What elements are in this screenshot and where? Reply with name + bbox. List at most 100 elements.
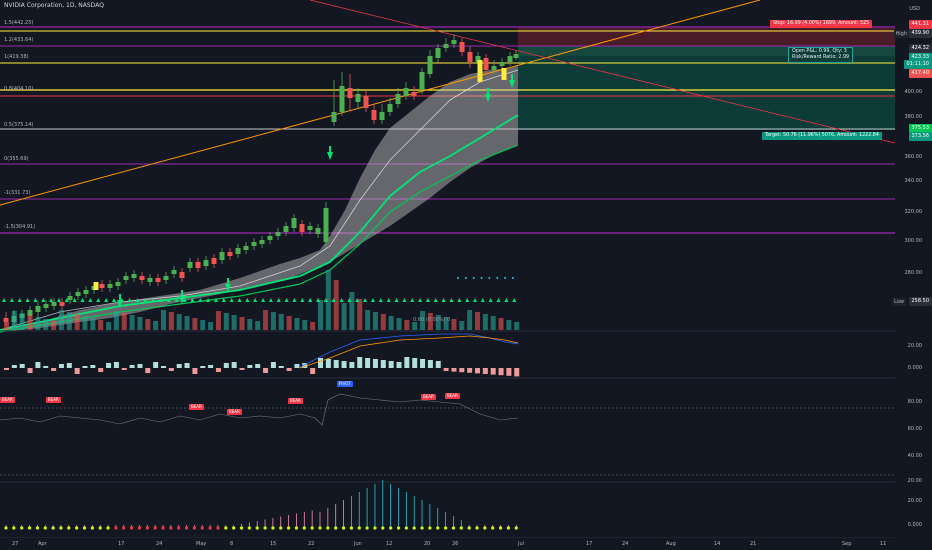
macd-tick: 20.00 (907, 343, 922, 349)
volume-bar (66, 312, 72, 330)
candle-body (427, 56, 433, 74)
stop-info-box[interactable]: Stop: 16.99 (4.00%) 1699, Amount: 525 (770, 20, 873, 28)
time-tick: 20 (424, 541, 431, 547)
volume-bar (35, 317, 41, 330)
volume-bar (333, 280, 339, 330)
trend-triangle (41, 298, 46, 302)
open-pnl-text: Open P&L: 0.99, Qty: 3 (792, 49, 847, 54)
candle-body (513, 54, 519, 58)
volume-bar (357, 299, 363, 330)
volume-bar (129, 315, 135, 330)
macd-bar (278, 366, 284, 368)
trend-triangle (221, 298, 226, 302)
candle-body (59, 302, 65, 306)
trend-triangle (363, 298, 368, 302)
candle-body (131, 274, 137, 278)
candle-body (139, 276, 145, 280)
rsi-tick: 80.00 (907, 399, 922, 405)
volume-bar (43, 319, 49, 330)
osc-dot (145, 526, 149, 530)
trend-triangle (237, 298, 242, 302)
volume-bar (380, 314, 386, 330)
volume-bar (372, 312, 378, 330)
target-info-box[interactable]: Target: 50.76 (11.96%) 5076, Amount: 122… (762, 132, 882, 140)
macd-bar (270, 362, 276, 368)
dot-marker (504, 277, 507, 279)
candle-body (475, 56, 481, 62)
candle-body (435, 48, 441, 58)
candle-body (491, 66, 497, 70)
trend-triangle (190, 298, 195, 302)
trend-triangle (480, 298, 485, 302)
volume-bar (58, 310, 64, 330)
pnl-info-box[interactable]: Open P&L: 0.99, Qty: 3 Risk/Reward Ratio… (788, 47, 854, 63)
osc-dot (357, 526, 361, 530)
osc-dot (98, 526, 102, 530)
osc-dot (287, 526, 291, 530)
candle-body (307, 226, 313, 230)
candle-body (211, 258, 217, 264)
osc-dot (192, 526, 196, 530)
time-tick: 14 (714, 541, 721, 547)
volume-bar (388, 316, 394, 330)
osc-tick: 20.00 (907, 498, 922, 504)
candle-body (371, 110, 377, 120)
trend-triangle (25, 298, 30, 302)
candle-body (203, 260, 209, 266)
osc-dot (216, 526, 220, 530)
price-badge: 424.32 (908, 44, 932, 53)
candle-body (27, 310, 33, 316)
candle-body (395, 94, 401, 104)
candles (3, 34, 519, 326)
volume-bar (4, 322, 9, 330)
target-price-badge: 373.56 (908, 132, 932, 141)
osc-dot (239, 526, 244, 530)
trend-triangle (166, 298, 171, 302)
time-tick: 8 (230, 541, 234, 547)
trend-triangle (17, 298, 22, 302)
volume-bar (90, 318, 96, 330)
volume-bar (365, 310, 371, 330)
osc-dot (318, 526, 322, 530)
macd-bar (341, 361, 347, 368)
candle-body (443, 44, 449, 48)
bear-signal-tag: BEAR (227, 409, 242, 415)
candle-body (451, 40, 457, 44)
buy-arrow (485, 88, 491, 102)
volume-bar (435, 315, 441, 330)
trend-triangle (488, 298, 493, 302)
candle-body (315, 228, 321, 234)
volume-bar (396, 318, 402, 330)
osc-dot (341, 526, 346, 530)
volume-bar (231, 315, 237, 330)
trend-triangle (127, 298, 132, 302)
trend-triangle (433, 298, 438, 302)
trend-triangle (33, 298, 38, 302)
candle-body (419, 72, 425, 90)
macd-bar (19, 364, 25, 368)
bear-signal-tag: BEAR (189, 404, 204, 410)
candle-body (347, 88, 353, 98)
volume-bar (11, 311, 17, 330)
macd-bar (176, 364, 182, 368)
volume-bar (294, 318, 300, 330)
macd-bar (404, 357, 410, 368)
macd-bar (66, 363, 72, 368)
macd-bar (98, 368, 104, 372)
osc-dot (20, 526, 24, 530)
fib-label: 1.2(433.64) (4, 37, 34, 43)
volume-bar (475, 312, 480, 330)
macd-bar (137, 364, 143, 368)
buy-arrow (509, 74, 515, 88)
price-badge: 375.53 (908, 124, 932, 133)
osc-dot (247, 526, 251, 530)
trend-triangle (229, 298, 234, 302)
keltner-band (0, 66, 518, 332)
macd-bar (58, 364, 64, 368)
osc-dot (404, 526, 408, 530)
trend-triangle (151, 298, 156, 302)
fib-label: 0.5(375.14) (4, 122, 34, 128)
macd-bar (27, 368, 33, 373)
